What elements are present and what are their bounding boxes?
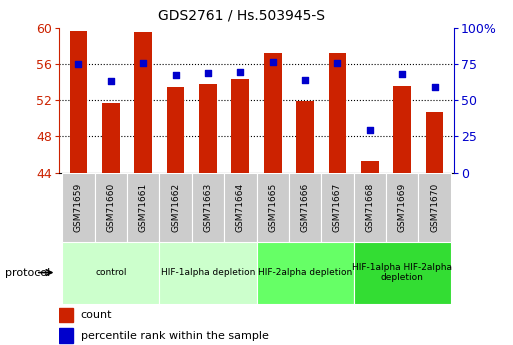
Point [301,77,309,82]
Bar [296,101,314,172]
Text: HIF-1alpha depletion: HIF-1alpha depletion [161,268,255,277]
Bar [160,172,192,242]
Bar [386,172,419,242]
Text: count: count [81,310,112,320]
Bar [192,172,224,242]
Text: GDS2761 / Hs.503945-S: GDS2761 / Hs.503945-S [157,9,325,23]
Text: GSM71670: GSM71670 [430,183,439,231]
Bar [102,103,120,172]
Bar [393,87,411,172]
Bar [321,172,353,242]
Text: GSM71661: GSM71661 [139,183,148,231]
Bar [224,172,256,242]
Point [430,84,439,90]
Text: GSM71667: GSM71667 [333,183,342,231]
Bar [256,172,289,242]
Bar [62,172,94,242]
Bar [231,79,249,172]
Bar [94,172,127,242]
Point [333,60,342,66]
Bar [361,161,379,172]
Text: GSM71669: GSM71669 [398,183,407,231]
Bar [59,328,73,343]
Text: GSM71666: GSM71666 [301,183,309,231]
Text: protocol: protocol [5,268,50,277]
Bar [426,112,443,172]
Point [171,73,180,78]
Point [107,78,115,84]
Text: GSM71665: GSM71665 [268,183,277,231]
Bar [353,172,386,242]
Point [366,128,374,133]
Point [204,70,212,76]
Text: GSM71659: GSM71659 [74,183,83,231]
Bar [160,241,256,304]
Text: GSM71664: GSM71664 [236,183,245,231]
Point [139,60,147,66]
Bar [62,241,160,304]
Bar [59,308,73,322]
Bar [256,241,353,304]
Bar [70,31,87,172]
Text: percentile rank within the sample: percentile rank within the sample [81,331,269,341]
Bar [199,84,217,172]
Text: GSM71660: GSM71660 [106,183,115,231]
Bar [328,53,346,172]
Text: control: control [95,268,127,277]
Bar [167,87,185,172]
Bar [419,172,451,242]
Bar [127,172,160,242]
Point [398,71,406,77]
Text: GSM71663: GSM71663 [204,183,212,231]
Point [269,59,277,65]
Point [236,69,244,75]
Point [74,61,83,67]
Bar [134,32,152,173]
Text: GSM71662: GSM71662 [171,183,180,231]
Bar [264,53,282,172]
Bar [289,172,321,242]
Text: HIF-2alpha depletion: HIF-2alpha depletion [258,268,352,277]
Text: HIF-1alpha HIF-2alpha
depletion: HIF-1alpha HIF-2alpha depletion [352,263,452,282]
Bar [353,241,451,304]
Text: GSM71668: GSM71668 [365,183,374,231]
